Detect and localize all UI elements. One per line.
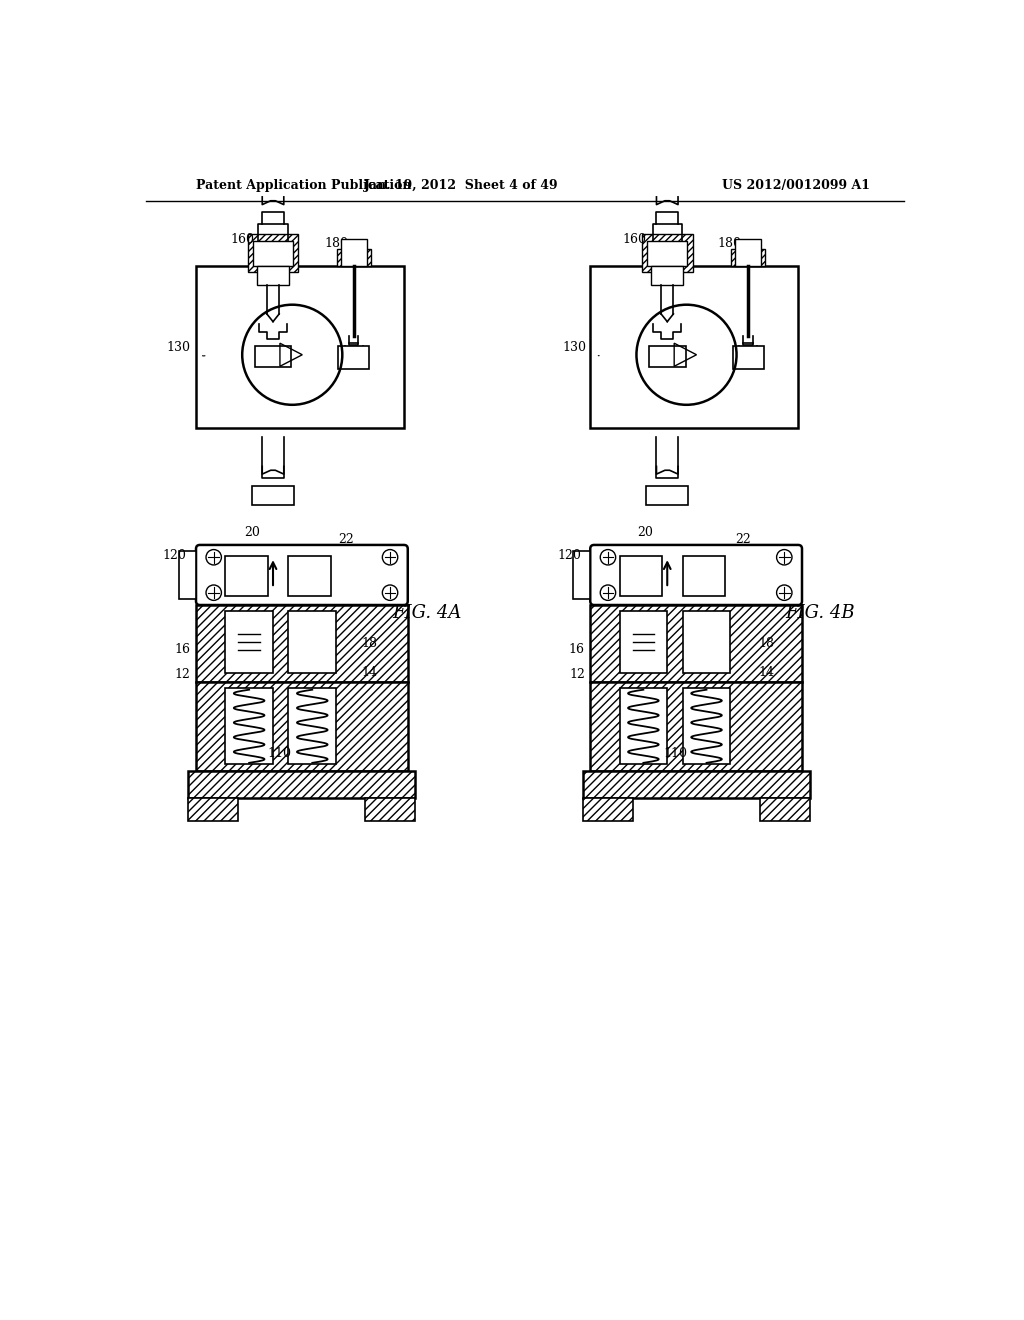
Bar (590, 267, 798, 428)
Bar (225, 688, 273, 764)
Bar (366, 797, 416, 821)
Bar (253, 240, 293, 267)
Bar (255, 346, 292, 367)
Text: 22: 22 (338, 533, 354, 546)
Bar (647, 240, 687, 267)
Bar (649, 346, 686, 367)
Bar (646, 486, 688, 506)
Bar (760, 797, 810, 821)
Text: 130: 130 (167, 341, 190, 354)
Bar (733, 346, 764, 368)
Bar (683, 611, 730, 673)
Bar (651, 267, 683, 285)
Text: 110: 110 (664, 747, 688, 760)
Text: FIG. 4A: FIG. 4A (392, 603, 462, 622)
Text: 160: 160 (623, 234, 647, 246)
Bar (573, 552, 590, 599)
Bar (257, 267, 289, 285)
Bar (731, 249, 765, 267)
Bar (289, 688, 336, 764)
FancyBboxPatch shape (196, 545, 408, 605)
Text: 16: 16 (175, 643, 190, 656)
Text: 14: 14 (361, 665, 378, 678)
Bar (188, 771, 416, 797)
Text: 180: 180 (325, 238, 349, 249)
Text: Patent Application Publication: Patent Application Publication (196, 178, 412, 191)
Text: 14: 14 (758, 665, 774, 678)
Bar (683, 556, 725, 595)
Bar (339, 346, 370, 368)
Bar (225, 556, 267, 595)
Text: 16: 16 (569, 643, 585, 656)
Text: 160: 160 (230, 234, 254, 246)
Bar (248, 234, 298, 272)
Text: US 2012/0012099 A1: US 2012/0012099 A1 (722, 178, 869, 191)
Bar (188, 797, 239, 821)
Text: 120: 120 (557, 549, 581, 562)
Text: 12: 12 (569, 668, 585, 681)
Bar (583, 771, 810, 797)
Bar (683, 688, 730, 764)
Text: 110: 110 (267, 747, 291, 760)
Bar (196, 267, 403, 428)
Text: Jan. 19, 2012  Sheet 4 of 49: Jan. 19, 2012 Sheet 4 of 49 (365, 178, 559, 191)
Bar (620, 556, 662, 595)
Bar (337, 249, 371, 267)
Bar (620, 611, 668, 673)
Text: 120: 120 (162, 549, 186, 562)
Bar (196, 605, 408, 682)
Bar (590, 605, 802, 682)
Text: 20: 20 (245, 525, 260, 539)
Bar (341, 239, 367, 267)
Bar (289, 611, 336, 673)
Text: 20: 20 (637, 525, 653, 539)
Text: 130: 130 (562, 341, 587, 354)
Bar (642, 234, 692, 272)
Bar (225, 611, 273, 673)
Bar (252, 486, 294, 506)
Text: 18: 18 (758, 638, 774, 651)
Bar (196, 682, 408, 771)
FancyBboxPatch shape (590, 545, 802, 605)
Bar (289, 556, 331, 595)
Text: 18: 18 (361, 638, 378, 651)
Bar (179, 552, 196, 599)
Text: 180: 180 (718, 238, 741, 249)
Bar (583, 797, 633, 821)
Bar (620, 688, 668, 764)
Text: FIG. 4B: FIG. 4B (785, 603, 854, 622)
Bar (590, 682, 802, 771)
Text: 22: 22 (735, 533, 751, 546)
Bar (735, 239, 761, 267)
Text: 12: 12 (175, 668, 190, 681)
